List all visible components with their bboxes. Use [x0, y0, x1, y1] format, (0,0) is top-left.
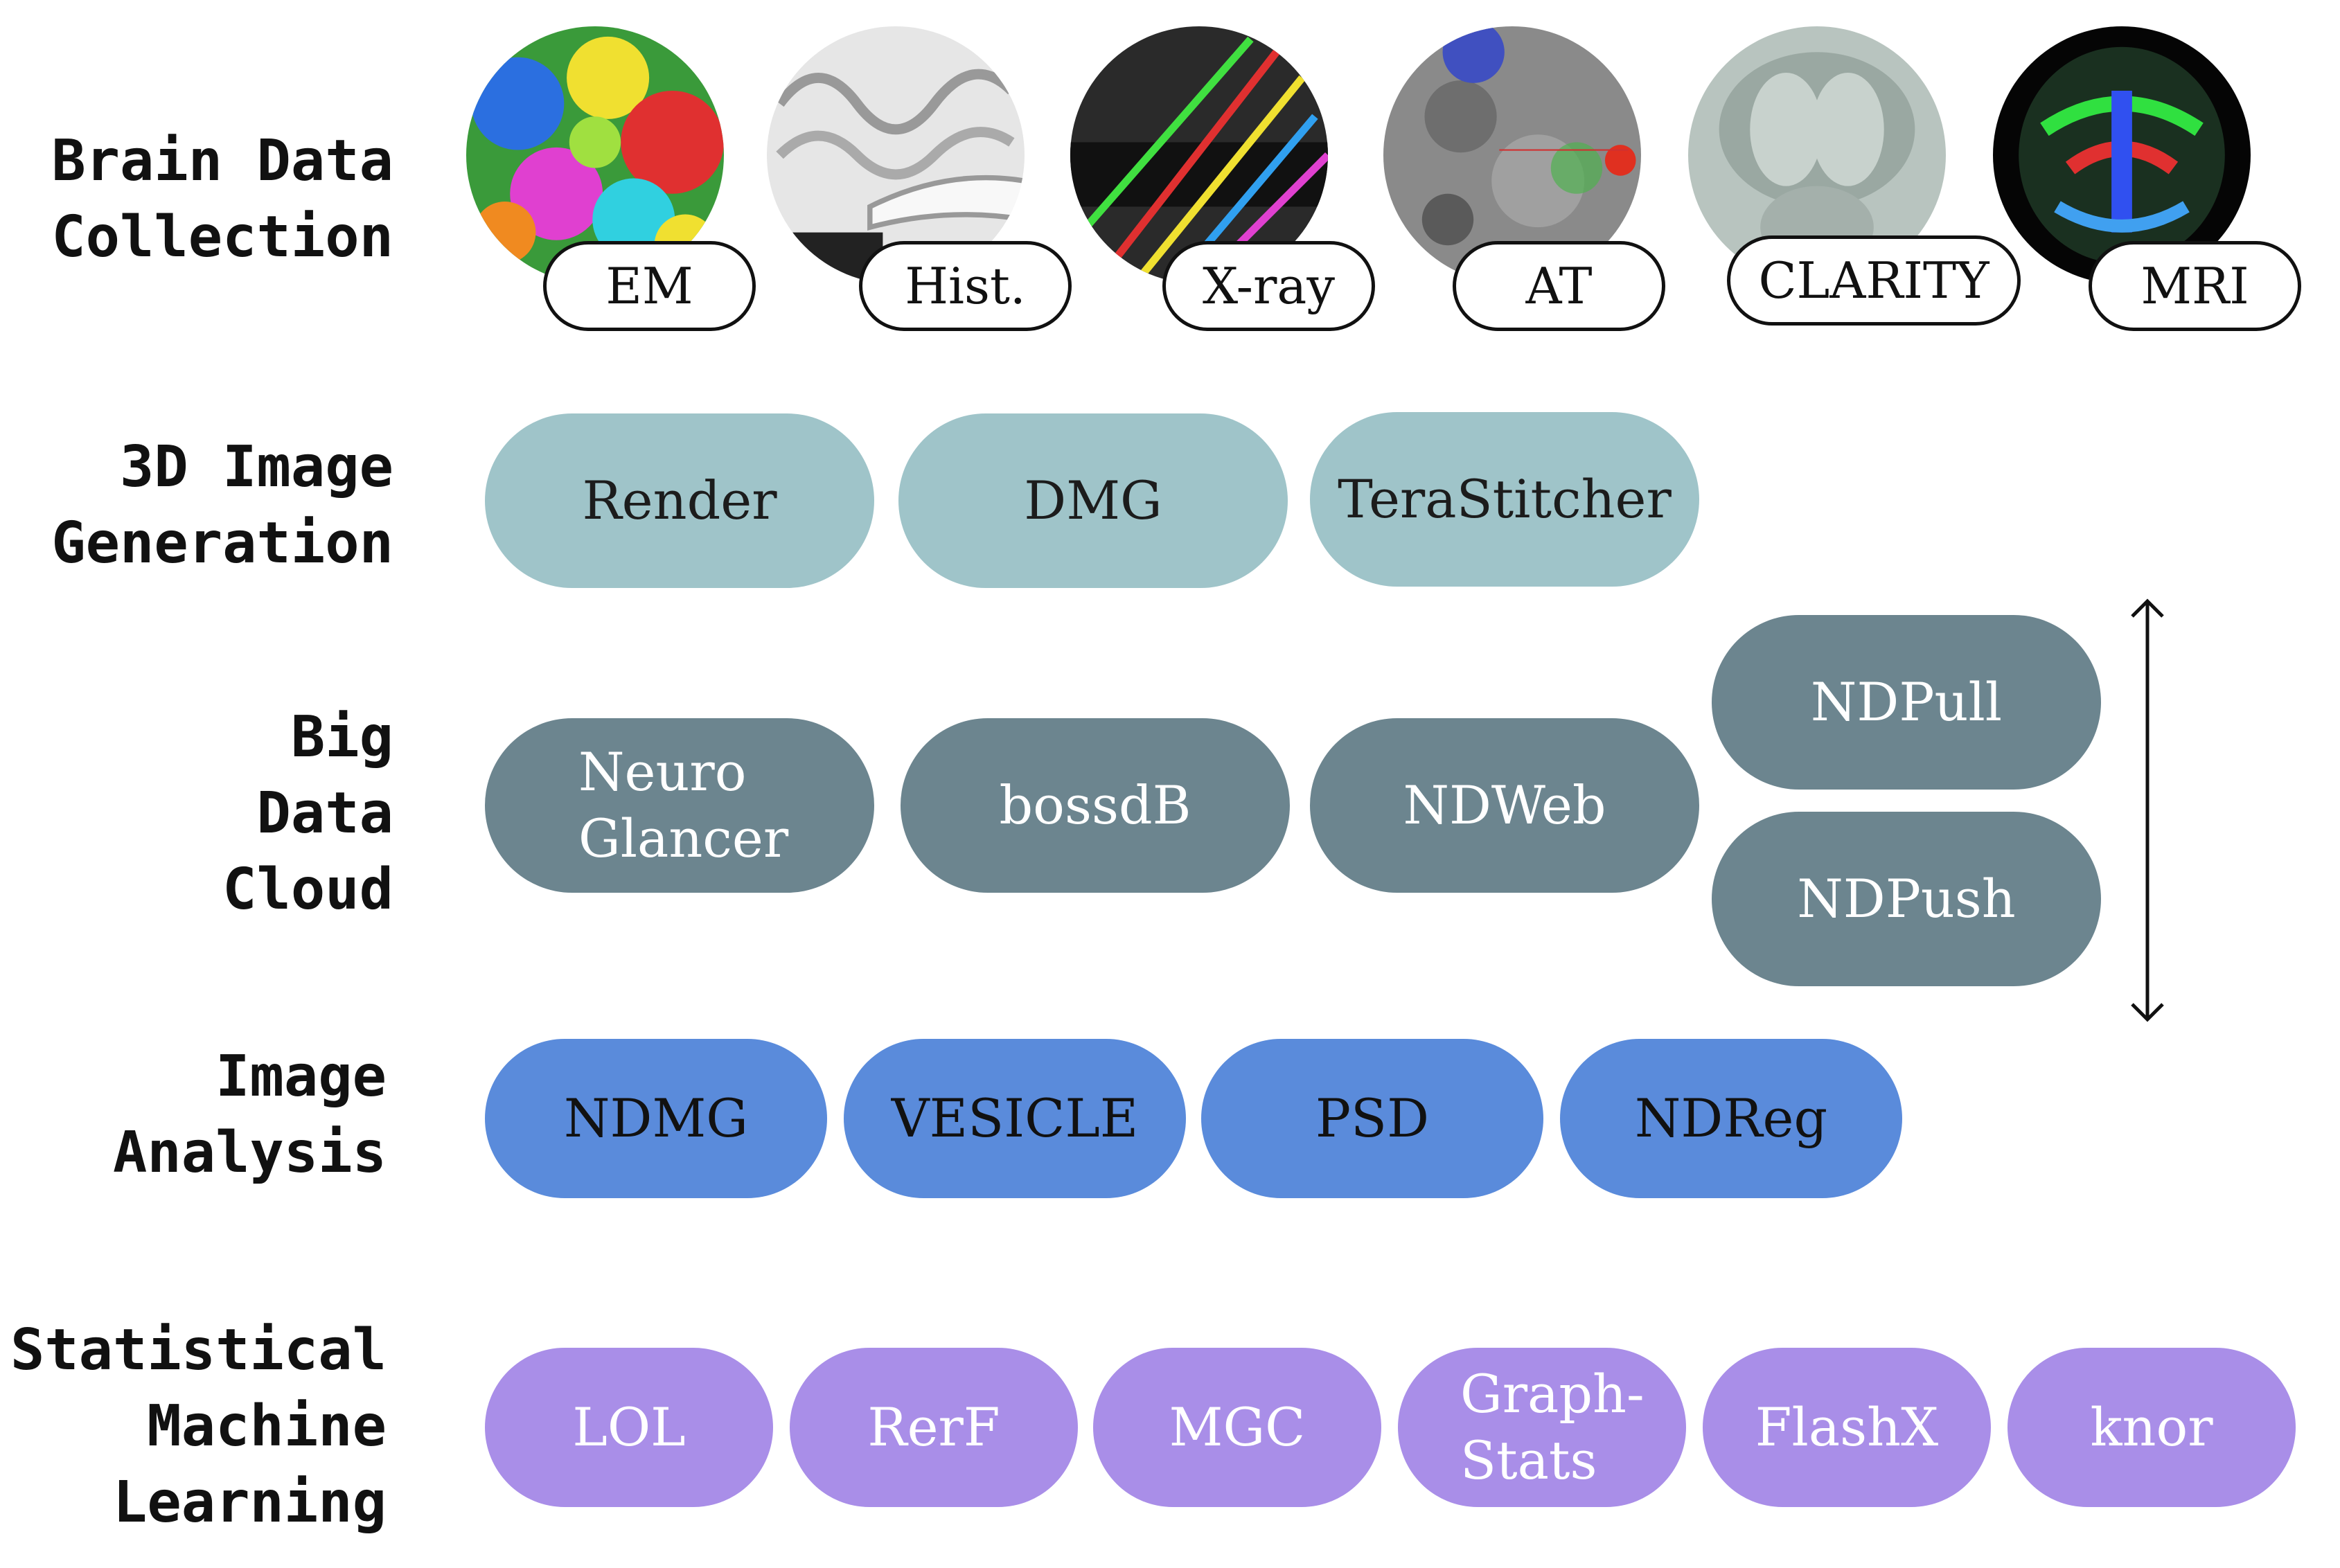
tool-ndweb: NDWeb: [1310, 718, 1699, 893]
row-label-big-data-cloud: Big Data Cloud: [222, 704, 393, 923]
row-label-3d-image-generation: 3D Image Generation: [51, 434, 393, 576]
modality-tag-xray: X-ray: [1162, 241, 1375, 331]
tool-render: Render: [485, 413, 874, 588]
tool-ndpull: NDPull: [1712, 615, 2101, 790]
tool-vesicle: VESICLE: [844, 1039, 1186, 1198]
modality-tag-at: AT: [1453, 241, 1665, 331]
tool-terastitcher: TeraStitcher: [1310, 412, 1699, 587]
tool-bossdb: bossdB: [901, 718, 1290, 893]
tool-rerf: RerF: [790, 1348, 1078, 1507]
tool-neuroglancer: Neuro Glancer: [485, 718, 874, 893]
double-headed-vertical-arrow-icon: [2131, 598, 2164, 1022]
tool-ndreg: NDReg: [1560, 1039, 1902, 1198]
tool-flashx: FlashX: [1703, 1348, 1991, 1507]
tool-lol: LOL: [485, 1348, 773, 1507]
tool-dmg: DMG: [898, 413, 1288, 588]
modality-tag-hist: Hist.: [859, 241, 1072, 331]
modality-tag-em: EM: [543, 241, 756, 331]
tool-ndmg: NDMG: [485, 1039, 827, 1198]
modality-tag-mri: MRI: [2089, 241, 2301, 331]
row-label-image-analysis: Image Analysis: [113, 1044, 387, 1186]
modality-tag-clarity: CLARITY: [1727, 235, 2021, 326]
tool-psd: PSD: [1201, 1039, 1543, 1198]
tool-ndpush: NDPush: [1712, 812, 2101, 986]
tool-knor: knor: [2007, 1348, 2296, 1507]
row-label-brain-data-collection: Brain Data Collection: [51, 128, 393, 270]
tool-graphstats: Graph- Stats: [1398, 1348, 1686, 1507]
tool-mgc: MGC: [1093, 1348, 1381, 1507]
row-label-statistical-machine-learning: Statistical Machine Learning: [10, 1317, 387, 1535]
